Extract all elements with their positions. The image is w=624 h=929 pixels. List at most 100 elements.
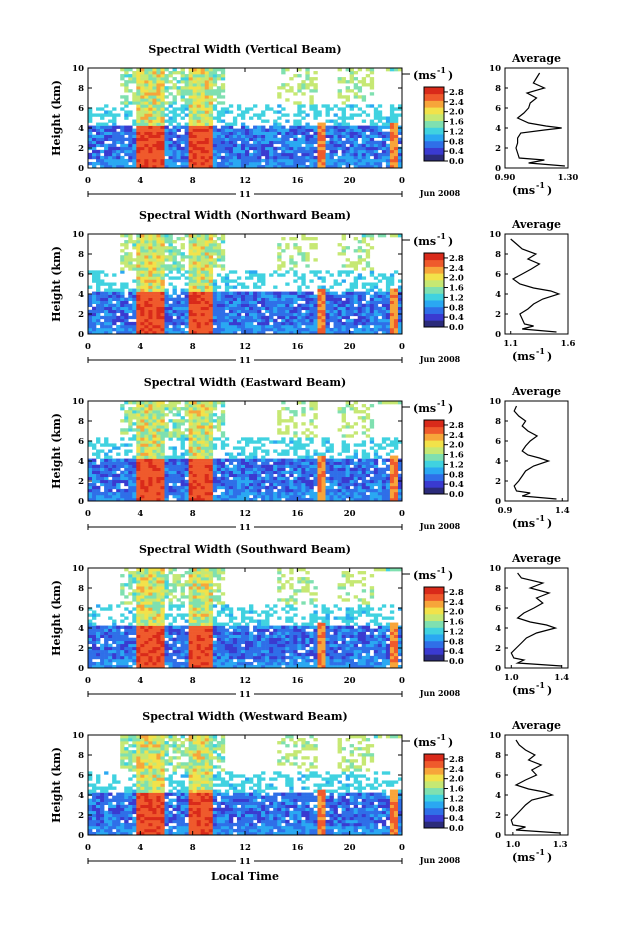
heatmap-cell <box>305 315 310 320</box>
heatmap-cell <box>148 330 153 335</box>
heatmap-cell <box>196 425 202 429</box>
heatmap-cell <box>196 288 202 292</box>
heatmap-cell <box>204 146 210 151</box>
heatmap-cell <box>176 155 181 160</box>
heatmap-cell <box>269 152 274 157</box>
heatmap-cell <box>273 440 278 444</box>
heatmap-cell <box>245 312 250 317</box>
heatmap-cell <box>317 473 322 478</box>
heatmap-cell <box>184 470 189 475</box>
heatmap-cell <box>301 467 306 471</box>
heatmap-cell <box>184 282 189 286</box>
heatmap-cell <box>369 71 375 75</box>
heatmap-cell <box>156 249 161 253</box>
heatmap-cell <box>208 285 214 289</box>
heatmap-cell <box>92 276 97 280</box>
heatmap-cell <box>253 270 258 274</box>
heatmap-cell <box>349 330 354 335</box>
heatmap-cell <box>397 285 403 289</box>
heatmap-cell <box>144 92 149 96</box>
heatmap-cell <box>245 473 250 478</box>
heatmap-cell <box>357 312 363 317</box>
heatmap-cell <box>216 458 222 462</box>
heatmap-cell <box>329 140 334 145</box>
heatmap-cell <box>124 303 129 308</box>
heatmap-cell <box>136 485 141 490</box>
heatmap-cell <box>265 140 270 145</box>
heatmap-cell <box>200 437 206 441</box>
heatmap-cell <box>92 306 97 311</box>
heatmap-cell <box>188 279 193 283</box>
heatmap-cell <box>317 161 322 166</box>
heatmap-cell <box>321 104 326 108</box>
heatmap-cell <box>208 482 214 487</box>
heatmap-cell <box>289 461 294 465</box>
heatmap-cell <box>341 161 346 166</box>
heatmap-cell <box>164 68 169 72</box>
heatmap-cell <box>236 452 242 456</box>
heatmap-cell <box>249 461 254 465</box>
heatmap-cell <box>148 146 153 151</box>
heatmap-cell <box>245 143 250 148</box>
heatmap-cell <box>249 437 254 441</box>
heatmap-cell <box>124 491 129 496</box>
heatmap-cell <box>176 276 181 280</box>
heatmap-cell <box>224 107 230 111</box>
heatmap-cell <box>289 497 294 502</box>
heatmap-cell <box>345 288 350 292</box>
heatmap-cell <box>265 134 270 138</box>
heatmap-cell <box>136 288 141 292</box>
heatmap-cell <box>188 113 193 117</box>
heatmap-cell <box>168 255 173 259</box>
heatmap-cell <box>317 485 322 490</box>
heatmap-cell <box>313 158 318 163</box>
heatmap-cell <box>345 312 350 317</box>
heatmap-cell <box>156 74 161 78</box>
heatmap-cell <box>152 258 157 262</box>
heatmap-cell <box>273 485 278 490</box>
heatmap-cell <box>132 464 137 468</box>
heatmap-cell <box>100 482 105 487</box>
heatmap-cell <box>176 479 181 484</box>
heatmap-cell <box>172 473 177 478</box>
heatmap-cell <box>192 71 197 75</box>
heatmap-cell <box>156 125 161 129</box>
heatmap-cell <box>349 285 354 289</box>
heatmap-cell <box>120 140 125 145</box>
heatmap-cell <box>281 131 286 135</box>
heatmap-cell <box>369 125 375 129</box>
heatmap-cell <box>249 440 254 444</box>
heatmap-cell <box>228 482 234 487</box>
heatmap-cell <box>156 318 161 323</box>
heatmap-cell <box>337 494 342 499</box>
heatmap-cell <box>285 315 290 320</box>
heatmap-cell <box>373 297 379 301</box>
heatmap-cell <box>176 491 181 496</box>
heatmap-cell <box>317 491 322 496</box>
heatmap-cell <box>164 134 169 138</box>
heatmap-cell <box>369 294 375 298</box>
heatmap-cell <box>184 321 189 326</box>
heatmap-cell <box>281 321 286 326</box>
heatmap-cell <box>337 137 342 142</box>
heatmap-cell <box>269 149 274 154</box>
heatmap-cell <box>196 494 202 499</box>
heatmap-cell <box>148 119 153 123</box>
heatmap-cell <box>333 119 338 123</box>
heatmap-cell <box>140 255 145 259</box>
heatmap-cell <box>337 68 342 72</box>
heatmap-cell <box>293 291 298 295</box>
heatmap-cell <box>245 315 250 320</box>
heatmap-cell <box>245 330 250 335</box>
heatmap-cell <box>196 237 202 241</box>
heatmap-cell <box>176 303 181 308</box>
heatmap-cell <box>96 143 101 148</box>
heatmap-cell <box>152 77 157 81</box>
heatmap-cell <box>148 434 153 438</box>
heatmap-cell <box>164 294 169 298</box>
heatmap-cell <box>152 440 157 444</box>
heatmap-cell <box>212 330 218 335</box>
heatmap-cell <box>240 467 246 471</box>
heatmap-cell <box>112 443 117 447</box>
heatmap-cell <box>321 149 326 154</box>
